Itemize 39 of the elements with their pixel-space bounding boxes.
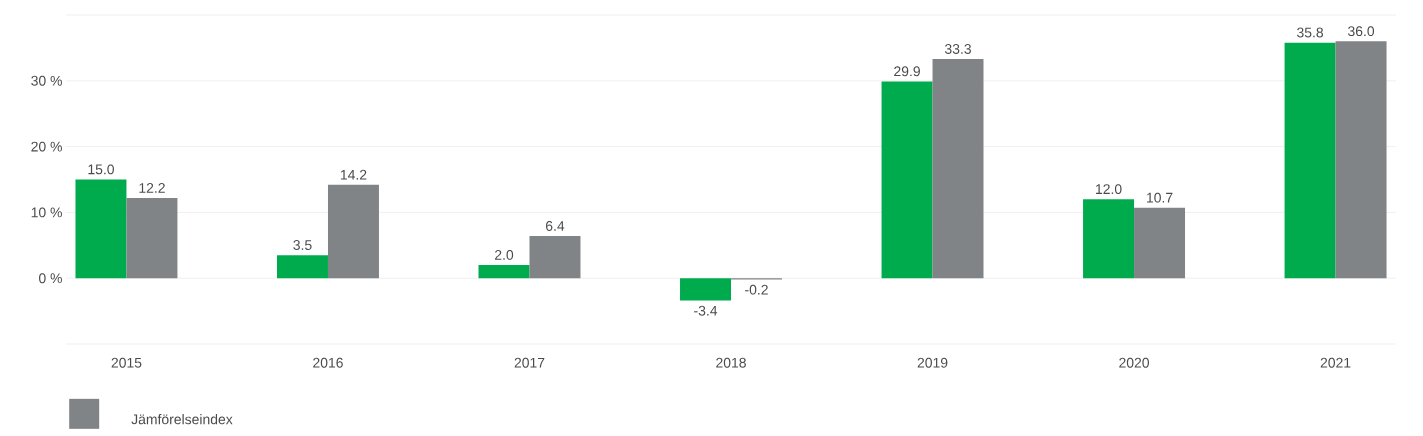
x-tick-label: 2015	[111, 357, 142, 368]
x-tick-label: 2020	[1119, 357, 1150, 368]
bar	[276, 255, 328, 279]
data-label: 12.2	[139, 182, 165, 193]
bar	[327, 184, 379, 279]
bar	[478, 265, 530, 279]
data-label: 35.8	[1297, 27, 1324, 38]
x-tick-label: 2017	[514, 357, 545, 368]
legend-label: Jämförelseindex	[131, 414, 233, 425]
data-label: 15.0	[88, 164, 114, 175]
bar	[529, 236, 581, 279]
data-label: 14.2	[340, 169, 367, 180]
data-label: 10.7	[1147, 192, 1173, 203]
x-tick-label: 2016	[313, 357, 343, 368]
data-label: 12.0	[1096, 184, 1122, 195]
x-tick-label: 2018	[716, 357, 746, 368]
data-label: 33.3	[944, 44, 971, 54]
data-label: -0.2	[745, 284, 768, 295]
data-label: 6.4	[545, 221, 565, 231]
data-label: 3.5	[293, 240, 312, 250]
x-tick-label: 2019	[917, 357, 948, 368]
data-label: 29.9	[894, 66, 920, 77]
y-tick-label: 30 %	[31, 75, 62, 86]
bar	[1335, 41, 1387, 279]
y-tick-label: 20 %	[31, 141, 62, 152]
bar	[1134, 207, 1186, 279]
bar	[932, 59, 984, 279]
data-label: -3.4	[694, 305, 718, 316]
bar	[75, 179, 127, 279]
bar	[1284, 42, 1336, 279]
bar	[1083, 199, 1135, 279]
data-label: 2.0	[495, 249, 514, 260]
bar	[126, 197, 178, 279]
data-label: 36.0	[1348, 26, 1375, 37]
x-tick-label: 2021	[1320, 357, 1351, 368]
y-tick-label: 0 %	[38, 273, 62, 284]
bar	[680, 278, 732, 301]
bar	[881, 81, 933, 279]
y-tick-label: 10 %	[31, 207, 62, 218]
